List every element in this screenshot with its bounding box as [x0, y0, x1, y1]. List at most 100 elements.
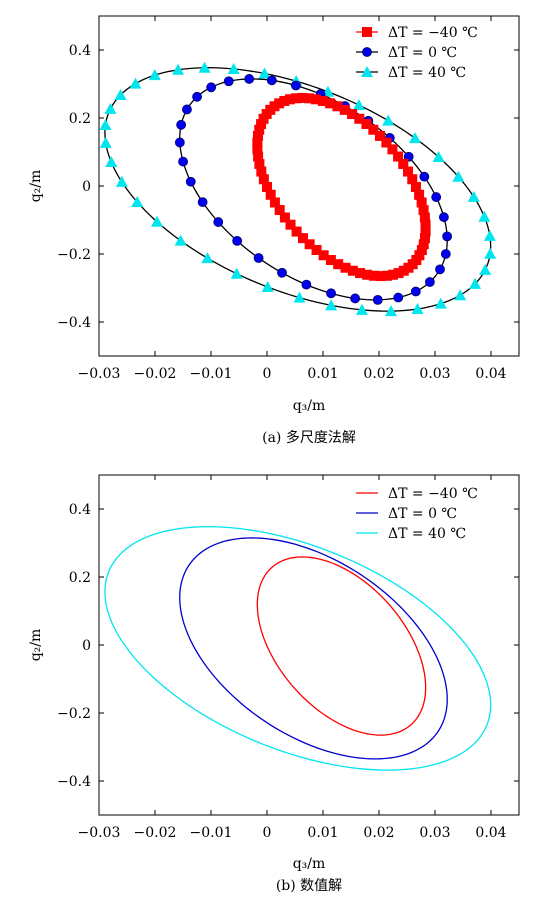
- y-axis-label: q₂/m: [28, 629, 44, 662]
- marker-square: [416, 197, 427, 208]
- legend-label: ΔT = 0 ℃: [388, 45, 457, 61]
- series-line: [104, 526, 492, 771]
- legend-marker: [362, 27, 372, 37]
- legend-label: ΔT = 0 ℃: [388, 506, 457, 522]
- legend-label: ΔT = −40 ℃: [388, 486, 478, 502]
- marker-circle: [277, 267, 287, 278]
- y-tick-label: 0: [82, 179, 91, 195]
- marker-square: [258, 113, 269, 124]
- legend-label: ΔT = 40 ℃: [388, 526, 466, 542]
- x-tick-label: −0.02: [134, 366, 177, 382]
- marker-square: [339, 104, 350, 115]
- marker-triangle: [478, 210, 491, 222]
- marker-triangle: [148, 69, 161, 81]
- y-tick-label: 0.4: [69, 502, 91, 518]
- marker-square: [256, 166, 267, 177]
- marker-square: [304, 239, 315, 250]
- marker-square: [317, 95, 328, 106]
- marker-circle: [438, 212, 449, 223]
- marker-square: [310, 94, 321, 105]
- y-tick-label: 0.4: [69, 43, 91, 59]
- marker-triangle: [454, 289, 467, 301]
- legend-item: ΔT = −40 ℃: [356, 25, 478, 41]
- marker-square: [284, 94, 295, 105]
- legend-label: ΔT = −40 ℃: [388, 25, 478, 41]
- marker-square: [361, 119, 372, 130]
- marker-circle: [244, 74, 255, 84]
- marker-square: [318, 250, 329, 261]
- marker-triangle: [411, 303, 424, 315]
- marker-square: [393, 268, 404, 279]
- y-tick-label: −0.2: [57, 706, 91, 722]
- marker-triangle: [201, 252, 214, 264]
- marker-triangle: [293, 291, 306, 303]
- x-tick-label: 0.02: [363, 366, 394, 382]
- chart-panel-a: −0.03 −0.02 −0.01 0 0.01 0.02 0.03 0.04 −0.4 −0.2…: [28, 15, 520, 446]
- marker-square: [416, 245, 427, 256]
- marker-square: [419, 212, 430, 223]
- marker-triangle: [198, 61, 211, 73]
- x-tick-label: 0.02: [363, 825, 394, 841]
- marker-square: [410, 182, 421, 193]
- x-tick-label: −0.01: [190, 825, 233, 841]
- legend-item: ΔT = 40 ℃: [356, 526, 466, 542]
- marker-triangle: [129, 77, 142, 89]
- marker-triangle: [382, 114, 395, 126]
- marker-square: [269, 197, 280, 208]
- marker-circle: [185, 176, 196, 187]
- marker-square: [258, 174, 269, 185]
- marker-triangle: [352, 99, 365, 111]
- marker-square: [252, 144, 263, 155]
- marker-triangle: [261, 281, 274, 293]
- marker-circle: [290, 80, 301, 91]
- marker-circle: [393, 292, 404, 303]
- marker-circle: [372, 294, 383, 305]
- chart-panel-b: −0.03 −0.02 −0.01 0 0.01 0.02 0.03 0.04 −0.4 −0.2…: [28, 474, 520, 894]
- marker-square: [262, 182, 272, 193]
- marker-square: [414, 189, 425, 200]
- marker-square: [274, 205, 285, 216]
- legend-marker: [362, 47, 372, 57]
- marker-triangle: [104, 102, 117, 114]
- marker-triangle: [115, 175, 128, 187]
- marker-triangle: [467, 190, 480, 202]
- marker-square: [311, 245, 322, 256]
- marker-square: [354, 113, 365, 124]
- marker-circle: [176, 119, 187, 130]
- marker-square: [325, 98, 336, 109]
- x-tick-label: −0.03: [78, 825, 121, 841]
- y-tick-label: 0: [82, 638, 91, 654]
- marker-triangle: [227, 62, 240, 74]
- marker-square: [355, 268, 366, 279]
- marker-circle: [223, 76, 234, 87]
- marker-circle: [440, 249, 451, 259]
- marker-square: [297, 233, 308, 244]
- marker-square: [375, 130, 386, 141]
- marker-circle: [197, 197, 208, 208]
- legend-item: ΔT = −40 ℃: [356, 486, 478, 502]
- marker-square: [297, 92, 308, 103]
- marker-triangle: [408, 132, 421, 144]
- marker-triangle: [325, 299, 338, 311]
- y-tick-label: 0.2: [69, 111, 91, 127]
- marker-square: [362, 269, 373, 280]
- marker-triangle: [434, 297, 447, 309]
- marker-circle: [253, 253, 264, 263]
- marker-circle: [424, 277, 435, 287]
- marker-square: [381, 137, 392, 148]
- x-tick-label: 0.04: [475, 366, 506, 382]
- marker-circle: [232, 235, 243, 246]
- panel-caption: (a) 多尺度法解: [262, 429, 356, 446]
- marker-triangle: [258, 67, 271, 79]
- marker-square: [403, 166, 414, 177]
- marker-square: [420, 226, 431, 237]
- marker-square: [387, 144, 398, 155]
- marker-circle: [206, 82, 217, 93]
- series-line: [179, 537, 448, 760]
- marker-triangle: [385, 305, 398, 317]
- marker-triangle: [174, 234, 187, 246]
- marker-circle: [442, 231, 453, 242]
- marker-square: [347, 109, 358, 120]
- marker-circle: [192, 91, 202, 102]
